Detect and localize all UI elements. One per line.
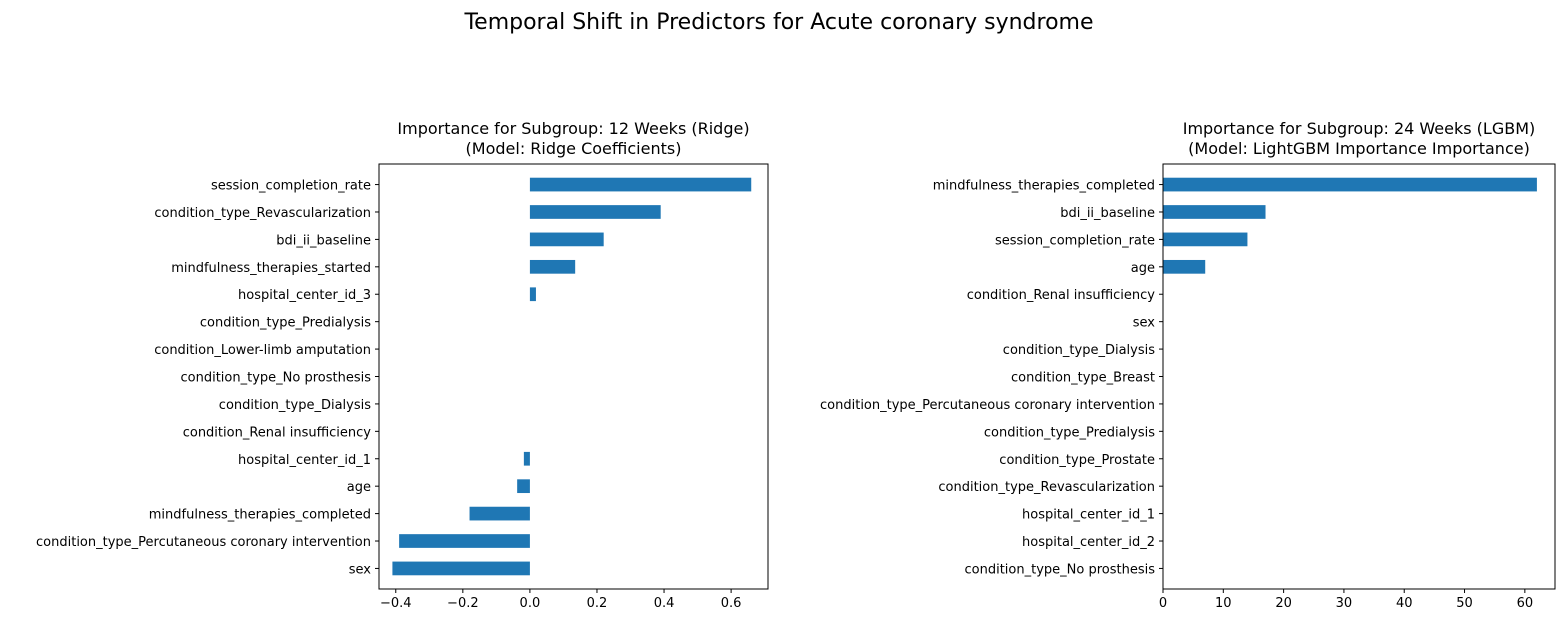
y-tick-label: age	[347, 480, 371, 495]
y-tick-label: session_completion_rate	[211, 179, 371, 194]
bar	[529, 232, 604, 247]
y-tick-label: condition_type_Prostate	[999, 453, 1155, 468]
x-tick-label: 30	[1336, 596, 1353, 611]
y-tick-label: age	[1131, 261, 1155, 276]
figure-title: Temporal Shift in Predictors for Acute c…	[463, 10, 1093, 35]
y-tick-label: condition_Lower-limb amputation	[154, 343, 371, 358]
bar	[469, 506, 530, 521]
y-tick-label: bdi_ii_baseline	[1060, 206, 1155, 221]
y-tick-label: condition_type_No prosthesis	[965, 562, 1156, 577]
y-tick-label: condition_Renal insufficiency	[183, 425, 372, 440]
bar	[392, 561, 530, 576]
bar	[529, 205, 661, 219]
y-tick-label: hospital_center_id_3	[238, 288, 371, 303]
y-tick-label: condition_type_Predialysis	[984, 425, 1155, 440]
x-tick-label: 40	[1396, 596, 1413, 611]
panel-title-line2: (Model: Ridge Coefficients)	[466, 139, 682, 158]
x-tick-label: 10	[1215, 596, 1232, 611]
y-tick-label: bdi_ii_baseline	[276, 233, 371, 248]
panel-title-line2: (Model: LightGBM Importance Importance)	[1188, 139, 1530, 158]
y-tick-label: condition_type_Breast	[1011, 371, 1155, 386]
y-tick-label: session_completion_rate	[995, 233, 1155, 248]
x-tick-label: 0.4	[654, 596, 675, 611]
y-tick-label: condition_type_Revascularization	[154, 206, 371, 221]
y-tick-label: hospital_center_id_1	[238, 453, 371, 468]
x-tick-label: 0.2	[587, 596, 608, 611]
bar	[529, 287, 536, 302]
y-tick-label: condition_type_Predialysis	[200, 316, 371, 331]
y-tick-label: condition_type_Dialysis	[1003, 343, 1155, 358]
bar	[517, 479, 530, 494]
y-tick-label: condition_type_Percutaneous coronary int…	[36, 535, 371, 550]
lgbm-panel: Importance for Subgroup: 24 Weeks (LGBM)…	[820, 119, 1556, 611]
y-tick-label: hospital_center_id_1	[1022, 508, 1155, 523]
x-tick-label: 0.6	[721, 596, 742, 611]
bar	[523, 451, 530, 466]
ridge-panel: Importance for Subgroup: 12 Weeks (Ridge…	[36, 119, 769, 611]
y-tick-label: condition_type_Percutaneous coronary int…	[820, 398, 1155, 413]
y-tick-label: condition_type_Dialysis	[219, 398, 371, 413]
x-tick-label: −0.4	[380, 596, 412, 611]
bar	[399, 534, 530, 548]
y-tick-label: condition_type_Revascularization	[938, 480, 1155, 495]
x-tick-label: 60	[1517, 596, 1534, 611]
panel-title-line1: Importance for Subgroup: 24 Weeks (LGBM)	[1183, 119, 1536, 138]
bar	[1163, 259, 1206, 274]
bar	[1163, 232, 1248, 247]
y-tick-label: mindfulness_therapies_started	[171, 261, 371, 276]
bar	[1163, 177, 1537, 192]
y-tick-label: hospital_center_id_2	[1022, 535, 1155, 550]
panel-title-line1: Importance for Subgroup: 12 Weeks (Ridge…	[397, 119, 749, 138]
x-tick-label: 50	[1456, 596, 1473, 611]
x-tick-label: 0	[1159, 596, 1167, 611]
bar	[529, 177, 752, 192]
x-tick-label: 20	[1275, 596, 1292, 611]
y-tick-label: condition_type_No prosthesis	[181, 371, 372, 386]
x-tick-label: −0.2	[447, 596, 479, 611]
y-tick-label: mindfulness_therapies_completed	[149, 508, 371, 523]
y-tick-label: condition_Renal insufficiency	[967, 288, 1156, 303]
y-tick-label: sex	[1133, 316, 1156, 331]
bar	[529, 259, 576, 274]
y-tick-label: mindfulness_therapies_completed	[933, 179, 1155, 194]
plot-frame	[1162, 163, 1556, 590]
bar	[1163, 205, 1266, 219]
x-tick-label: 0.0	[520, 596, 541, 611]
y-tick-label: sex	[349, 562, 372, 577]
plot-frame	[378, 163, 769, 590]
